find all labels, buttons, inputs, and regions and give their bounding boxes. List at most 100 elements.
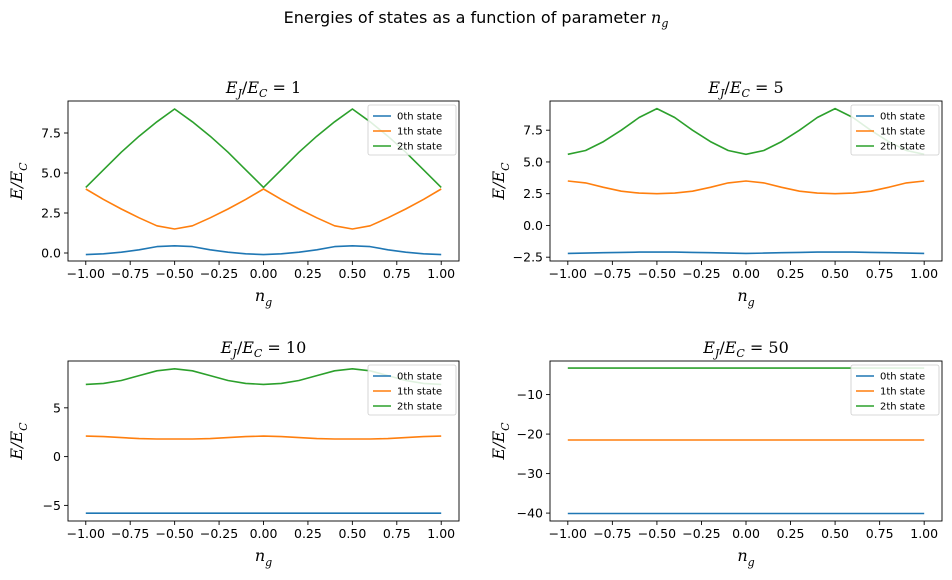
series-line-0-subplot-1 [85, 245, 442, 256]
x-tick-label: −0.50 [638, 526, 676, 541]
y-tick-label: 0 [53, 449, 61, 464]
legend-label-1: 1th state [397, 387, 442, 398]
x-axis-label: ng [737, 286, 754, 309]
series-line-1-subplot-2 [567, 180, 925, 195]
legend-label-0: 0th state [880, 372, 925, 383]
legend-label-2: 2th state [397, 402, 442, 413]
subplot-3: −1.00 −0.75 −0.50 −0.25 0.00 0.25 0.50 0.75 1.00… [7, 338, 460, 569]
x-tick-label: 0.75 [866, 526, 894, 541]
x-tick-label: 0.25 [777, 526, 805, 541]
y-tick-label: 2.5 [523, 186, 543, 201]
x-tick-label: 0.00 [250, 266, 278, 281]
y-tick-label: 5.0 [41, 166, 61, 181]
x-tick-label: −0.25 [682, 526, 720, 541]
legend: 0th state 1th state 2th state [367, 364, 457, 416]
x-tick-label: −0.75 [593, 266, 631, 281]
series-line-1-subplot-3 [85, 435, 442, 440]
y-axis-label: E/EC [489, 422, 512, 461]
subplot-title: EJ/EC = 5 [707, 78, 783, 100]
y-tick-label: −5 [43, 498, 61, 513]
figure-suptitle: Energies of states as a function of para… [0, 8, 952, 30]
x-tick-label: 0.50 [821, 526, 849, 541]
legend-box [367, 364, 457, 416]
y-tick-label: −20 [517, 427, 543, 442]
x-tick-label: 0.00 [250, 526, 278, 541]
legend-box [850, 104, 940, 156]
series-line-0-subplot-2 [567, 251, 925, 255]
x-tick-label: 0.00 [732, 526, 760, 541]
y-tick-label: −10 [517, 387, 543, 402]
y-tick-label: 0.0 [523, 218, 543, 233]
x-tick-label: −0.25 [200, 526, 238, 541]
y-axis-label: E/EC [489, 162, 512, 201]
y-tick-label: −30 [517, 466, 543, 481]
x-tick-label: −0.25 [200, 266, 238, 281]
y-axis-label: E/EC [7, 162, 30, 201]
y-tick-label: −2.5 [513, 250, 543, 265]
legend: 0th state 1th state 2th state [850, 104, 940, 156]
y-tick-label: 5 [53, 400, 61, 415]
subplot-title: EJ/EC = 50 [702, 338, 789, 360]
x-tick-label: −0.50 [638, 266, 676, 281]
x-axis-label: ng [255, 286, 272, 309]
y-tick-label: 7.5 [41, 126, 61, 141]
subplot-title: EJ/EC = 10 [220, 338, 307, 360]
legend-box [850, 364, 940, 416]
x-tick-label: 0.50 [338, 526, 366, 541]
suptitle-text: Energies of states as a function of para… [283, 8, 646, 27]
x-tick-label: 0.25 [777, 266, 805, 281]
x-tick-label: 0.00 [732, 266, 760, 281]
legend-label-2: 2th state [397, 142, 442, 153]
x-tick-label: 1.00 [427, 266, 455, 281]
x-tick-label: 1.00 [427, 526, 455, 541]
x-axis-label: ng [255, 546, 272, 569]
legend-label-2: 2th state [880, 402, 925, 413]
y-tick-label: 5.0 [523, 154, 543, 169]
subplot-2: −1.00 −0.75 −0.50 −0.25 0.00 0.25 0.50 0.75 1.00… [489, 78, 943, 309]
x-tick-label: −0.75 [593, 526, 631, 541]
suptitle-var-main: n [651, 8, 662, 27]
x-tick-label: 1.00 [910, 266, 938, 281]
y-tick-label: −40 [517, 506, 543, 521]
x-tick-label: 0.75 [383, 266, 411, 281]
x-tick-label: −1.00 [549, 266, 587, 281]
subplot-1: −1.00 −0.75 −0.50 −0.25 0.00 0.25 0.50 0.75 1.00… [7, 78, 460, 309]
x-tick-label: 0.25 [294, 526, 322, 541]
x-tick-label: −0.25 [682, 266, 720, 281]
legend-label-2: 2th state [880, 142, 925, 153]
x-tick-label: −0.75 [111, 526, 149, 541]
x-tick-label: 0.50 [821, 266, 849, 281]
subplot-4: −1.00 −0.75 −0.50 −0.25 0.00 0.25 0.50 0.75 1.00… [489, 338, 943, 569]
x-tick-label: 0.75 [866, 266, 894, 281]
y-tick-label: 0.0 [41, 246, 61, 261]
series-line-1-subplot-1 [85, 188, 442, 230]
x-tick-label: −0.75 [111, 266, 149, 281]
legend-label-0: 0th state [880, 112, 925, 123]
suptitle-variable: ng [651, 8, 669, 31]
x-tick-label: −0.50 [155, 266, 193, 281]
legend-label-1: 1th state [397, 127, 442, 138]
y-tick-label: 7.5 [523, 123, 543, 138]
x-tick-label: −1.00 [67, 526, 105, 541]
x-axis-label: ng [737, 546, 754, 569]
legend-label-1: 1th state [880, 127, 925, 138]
y-axis-label: E/EC [7, 422, 30, 461]
legend: 0th state 1th state 2th state [367, 104, 457, 156]
x-tick-label: −0.50 [155, 526, 193, 541]
x-tick-label: 0.25 [294, 266, 322, 281]
x-tick-label: −1.00 [67, 266, 105, 281]
x-tick-label: 1.00 [910, 526, 938, 541]
legend-label-0: 0th state [397, 112, 442, 123]
legend-label-0: 0th state [397, 372, 442, 383]
subplot-title: EJ/EC = 1 [225, 78, 301, 100]
suptitle-var-sub: g [661, 17, 669, 31]
x-tick-label: −1.00 [549, 526, 587, 541]
x-tick-label: 0.50 [338, 266, 366, 281]
legend: 0th state 1th state 2th state [850, 364, 940, 416]
legend-label-1: 1th state [880, 387, 925, 398]
legend-box [367, 104, 457, 156]
x-tick-label: 0.75 [383, 526, 411, 541]
y-tick-label: 2.5 [41, 206, 61, 221]
